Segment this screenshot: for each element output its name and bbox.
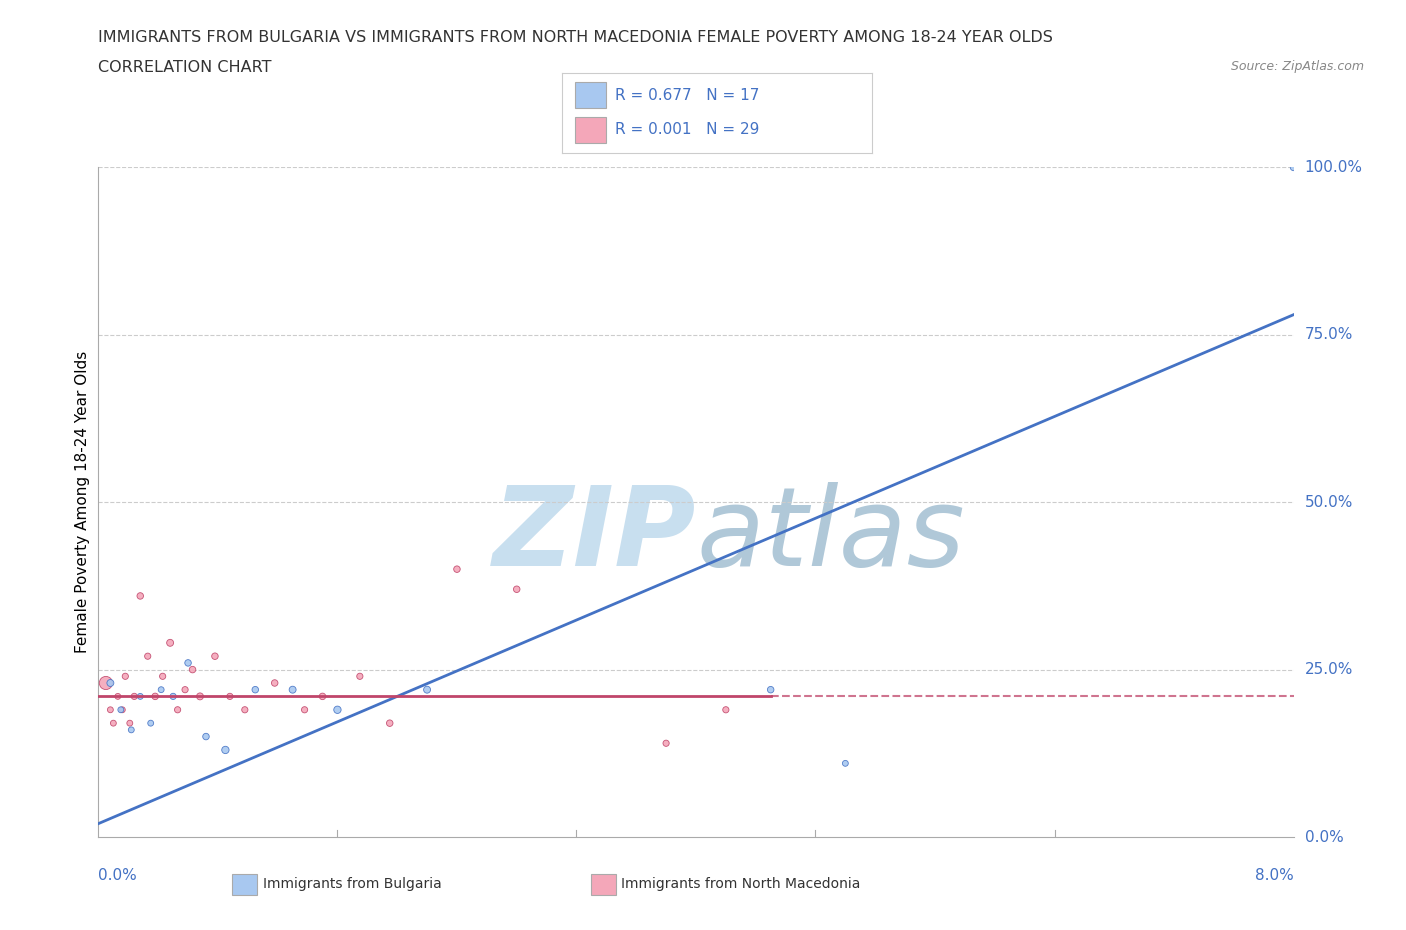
Point xyxy=(136,649,159,664)
Point xyxy=(159,635,181,650)
Point xyxy=(714,702,737,717)
Point xyxy=(1282,160,1305,175)
Text: R = 0.677   N = 17: R = 0.677 N = 17 xyxy=(614,87,759,102)
Point xyxy=(98,702,122,717)
Point xyxy=(188,689,211,704)
Text: IMMIGRANTS FROM BULGARIA VS IMMIGRANTS FROM NORTH MACEDONIA FEMALE POVERTY AMONG: IMMIGRANTS FROM BULGARIA VS IMMIGRANTS F… xyxy=(98,30,1053,45)
Text: Immigrants from Bulgaria: Immigrants from Bulgaria xyxy=(263,877,441,892)
Point xyxy=(177,656,200,671)
Text: 100.0%: 100.0% xyxy=(1305,160,1362,175)
Point xyxy=(281,683,304,698)
Point xyxy=(294,702,316,717)
Text: ZIP: ZIP xyxy=(492,482,696,590)
Y-axis label: Female Poverty Among 18-24 Year Olds: Female Poverty Among 18-24 Year Olds xyxy=(75,352,90,654)
Point xyxy=(263,675,285,690)
Point xyxy=(103,716,125,731)
Point xyxy=(129,689,152,704)
Point xyxy=(129,589,152,604)
Point xyxy=(139,716,162,731)
Text: 0.0%: 0.0% xyxy=(1305,830,1343,844)
Bar xyxy=(575,117,606,143)
Point xyxy=(834,756,856,771)
Text: 75.0%: 75.0% xyxy=(1305,327,1353,342)
Text: Immigrants from North Macedonia: Immigrants from North Macedonia xyxy=(621,877,860,892)
Text: atlas: atlas xyxy=(696,482,965,590)
Point xyxy=(446,562,468,577)
Point xyxy=(150,683,173,698)
Point xyxy=(124,689,146,704)
Point xyxy=(120,723,142,737)
Text: 25.0%: 25.0% xyxy=(1305,662,1353,677)
Point xyxy=(166,702,188,717)
Text: R = 0.001   N = 29: R = 0.001 N = 29 xyxy=(614,123,759,138)
Point xyxy=(107,689,129,704)
Point xyxy=(194,729,217,744)
Text: 0.0%: 0.0% xyxy=(98,868,138,883)
Point xyxy=(152,669,174,684)
Point xyxy=(114,669,136,684)
Point xyxy=(143,689,166,704)
Point xyxy=(245,683,267,698)
Point xyxy=(416,683,439,698)
Text: CORRELATION CHART: CORRELATION CHART xyxy=(98,60,271,75)
Text: 8.0%: 8.0% xyxy=(1254,868,1294,883)
Point xyxy=(162,689,184,704)
Bar xyxy=(575,82,606,108)
Point xyxy=(181,662,204,677)
Point xyxy=(233,702,256,717)
Text: 50.0%: 50.0% xyxy=(1305,495,1353,510)
Point xyxy=(349,669,371,684)
Point xyxy=(98,675,122,690)
Text: Source: ZipAtlas.com: Source: ZipAtlas.com xyxy=(1230,60,1364,73)
Point xyxy=(214,742,236,757)
Point xyxy=(759,683,782,698)
Point xyxy=(311,689,333,704)
Point xyxy=(94,675,117,690)
Point xyxy=(378,716,401,731)
Point xyxy=(204,649,226,664)
Point xyxy=(111,702,134,717)
Point xyxy=(118,716,141,731)
Point xyxy=(326,702,349,717)
Point xyxy=(174,683,197,698)
Point xyxy=(655,736,678,751)
Point xyxy=(110,702,132,717)
Point xyxy=(219,689,242,704)
Point xyxy=(506,582,529,597)
